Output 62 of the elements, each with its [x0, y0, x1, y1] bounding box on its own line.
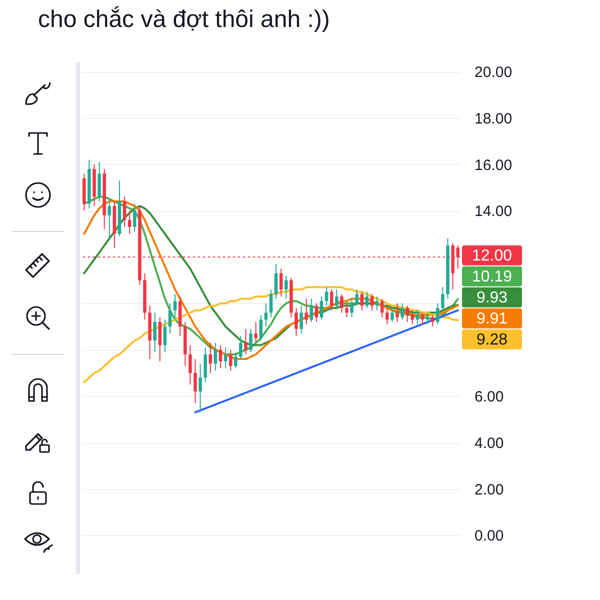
candlestick — [436, 302, 440, 325]
candlestick — [224, 346, 228, 369]
candlestick — [108, 198, 112, 239]
candlestick — [133, 203, 136, 232]
candlestick — [194, 358, 197, 404]
candlestick — [269, 289, 273, 318]
candlestick — [406, 305, 409, 322]
y-tick-label: 2.00 — [474, 481, 504, 498]
candlestick — [264, 302, 268, 328]
candlestick — [128, 210, 132, 234]
candlestick — [441, 286, 444, 311]
candlestick — [244, 328, 248, 355]
data-label: 9.93 — [476, 289, 508, 306]
candlestick — [380, 298, 384, 318]
candlestick — [98, 162, 101, 202]
candlestick — [259, 314, 263, 341]
candlestick — [279, 268, 283, 297]
candlestick — [198, 363, 202, 413]
candlestick — [239, 335, 242, 360]
candlestick — [320, 296, 324, 320]
data-label: 9.28 — [476, 331, 508, 348]
candlestick — [284, 275, 288, 300]
y-tick-label: 0.00 — [474, 528, 504, 545]
candlestick — [300, 305, 303, 334]
candlestick — [314, 302, 318, 322]
chart-title: cho chắc và đợt thôi anh :)) — [38, 6, 330, 34]
candlestick — [355, 289, 358, 306]
candlestick — [345, 302, 348, 318]
candlestick — [335, 289, 338, 309]
candlestick — [350, 298, 354, 318]
candlestick — [386, 308, 389, 325]
y-tick-label: 18.00 — [474, 110, 512, 128]
candlestick — [254, 321, 258, 344]
y-tick-label: 14.00 — [474, 203, 512, 220]
candlestick — [122, 196, 126, 228]
candlestick — [310, 298, 314, 322]
candlestick — [340, 294, 344, 314]
candlestick — [204, 346, 207, 383]
candlestick — [274, 264, 278, 300]
candlestick — [173, 294, 177, 320]
candlestick — [234, 352, 238, 369]
data-label: 9.91 — [476, 310, 508, 328]
candlestick — [400, 302, 404, 320]
candlestick — [228, 349, 232, 372]
candlestick — [188, 344, 192, 386]
candlestick — [360, 291, 364, 311]
candlestick — [304, 298, 308, 325]
candlestick — [249, 328, 252, 353]
y-tick-label: 16.00 — [474, 156, 512, 174]
candlestick — [218, 344, 222, 369]
y-tick-label: 6.00 — [474, 388, 504, 406]
candlestick — [153, 312, 156, 353]
data-label: 10.19 — [472, 268, 512, 286]
y-tick-label: 4.00 — [474, 435, 504, 452]
candlestick — [163, 319, 167, 353]
y-tick-label: 20.00 — [474, 64, 512, 82]
candlestick — [294, 308, 298, 336]
candlestick — [396, 302, 399, 322]
ref-line-label: 12.00 — [472, 247, 512, 264]
candlestick — [158, 316, 162, 362]
candlestick — [390, 308, 394, 322]
candlestick — [168, 302, 172, 334]
